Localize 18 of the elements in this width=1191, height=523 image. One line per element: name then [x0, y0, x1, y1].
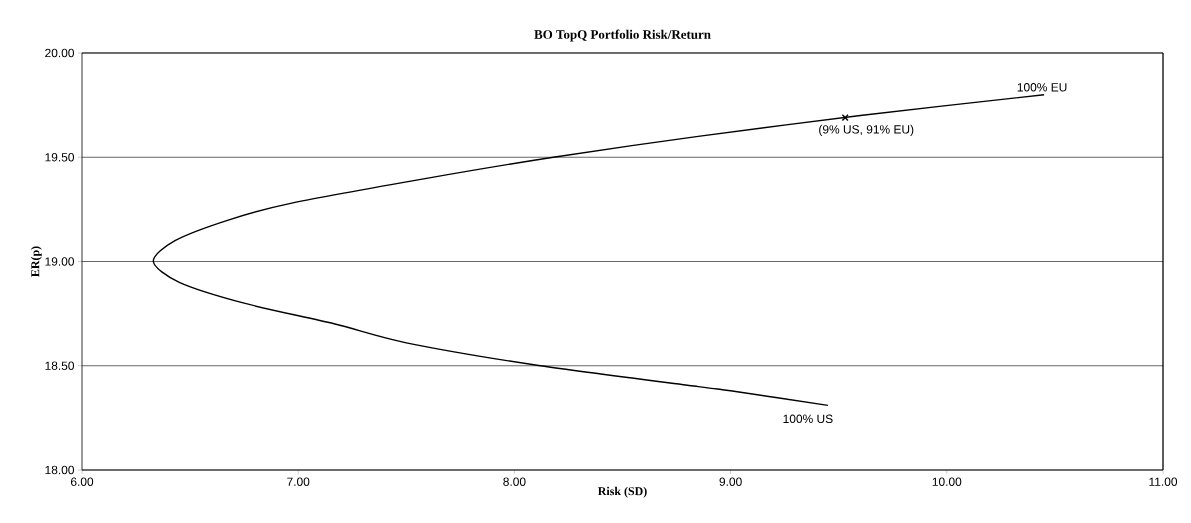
- x-tick-label: 6.00: [70, 477, 94, 486]
- y-tick-label: 19.00: [45, 257, 75, 266]
- chart-title: BO TopQ Portfolio Risk/Return: [534, 29, 711, 42]
- line-series: [152, 94, 1045, 407]
- x-tick-label: 9.00: [719, 477, 742, 486]
- y-tick-label: 19.50: [45, 153, 75, 162]
- annotation: 100% US: [783, 414, 833, 424]
- x-tick-label: 7.00: [287, 477, 310, 486]
- y-tick-label: 18.00: [45, 465, 75, 475]
- y-tick-label: 18.50: [45, 361, 75, 370]
- x-tick-label: 11.00: [1149, 477, 1178, 486]
- x-tick-label: 10.00: [932, 477, 962, 486]
- y-tick-label: 20.00: [45, 48, 75, 58]
- x-tick-label: 8.00: [503, 477, 526, 486]
- y-axis-title: ER(p): [30, 246, 42, 277]
- annotation: 100% EU: [1017, 83, 1067, 92]
- x-axis-title: Risk (SD): [597, 486, 647, 498]
- annotation: (9% US, 91% EU): [819, 124, 914, 136]
